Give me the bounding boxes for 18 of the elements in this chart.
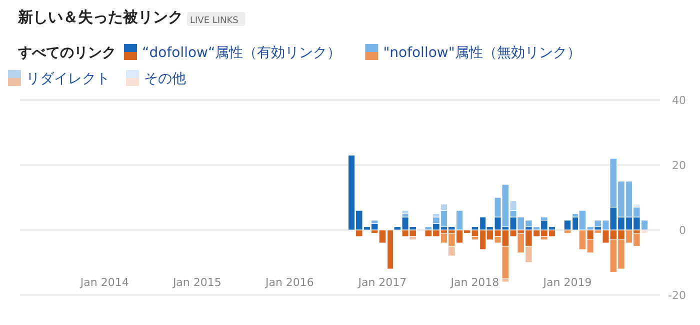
chart-title: 新しい＆失った被リンク bbox=[17, 8, 183, 26]
legend-title: すべてのリンク bbox=[17, 45, 116, 61]
x-tick-label: Jan 2018 bbox=[450, 276, 500, 289]
y-tick-label: 40 bbox=[672, 94, 686, 107]
bar bbox=[402, 210, 409, 214]
x-tick-label: Jan 2019 bbox=[542, 276, 592, 289]
legend-label: “dofollow“属性（有効リンク） bbox=[142, 45, 342, 61]
x-tick-label: Jan 2016 bbox=[264, 276, 314, 289]
y-tick-label: 20 bbox=[672, 159, 686, 172]
x-tick-label: Jan 2015 bbox=[172, 276, 222, 289]
legend-label: "nofollow"属性（無効リンク） bbox=[383, 45, 581, 61]
x-tick-label: Jan 2017 bbox=[357, 276, 407, 289]
x-tick-label: Jan 2014 bbox=[79, 276, 129, 289]
legend-label: その他 bbox=[144, 71, 186, 87]
chart-subtitle: LIVE LINKS bbox=[190, 16, 239, 26]
legend-label: リダイレクト bbox=[26, 71, 110, 87]
y-tick-label: 0 bbox=[679, 224, 686, 237]
y-tick-label: -20 bbox=[668, 289, 686, 302]
